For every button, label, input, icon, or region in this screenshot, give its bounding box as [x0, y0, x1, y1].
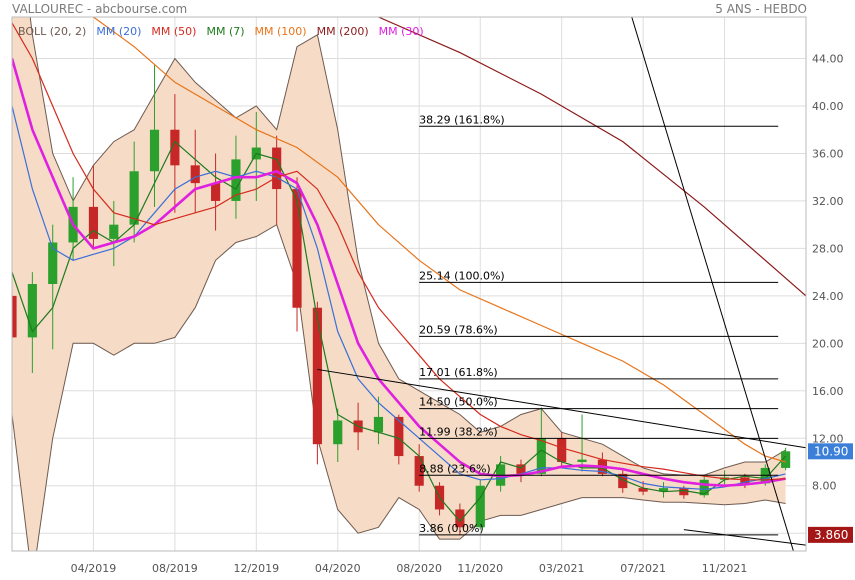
candle-body: [475, 485, 485, 528]
legend-item: BOLL (20, 2): [18, 25, 86, 38]
y-tick-label: 12.00: [812, 432, 844, 445]
x-tick-label: 11/2020: [457, 562, 503, 575]
candle-body: [129, 171, 139, 225]
candle-body: [88, 206, 99, 239]
price-badge-label: 3.860: [814, 528, 848, 542]
candle-body: [455, 509, 465, 528]
candle-body: [109, 224, 119, 239]
legend-item: MM (7): [206, 25, 244, 38]
price-badge: [808, 443, 853, 460]
ma-line: [12, 22, 786, 481]
y-tick-label: 36.00: [812, 147, 844, 160]
instrument-title: VALLOUREC - abcbourse.com: [12, 2, 188, 16]
candle-body: [658, 488, 669, 492]
x-tick-label: 04/2019: [71, 562, 117, 575]
candle-body: [679, 488, 689, 496]
ma-line: [378, 17, 806, 297]
candle-body: [211, 183, 221, 201]
candle-body: [170, 129, 180, 166]
fibonacci-label: 11.99 (38.2%): [419, 425, 498, 438]
candle-body: [577, 459, 587, 462]
legend: BOLL (20, 2) MM (20) MM (50) MM (7) MM (100)…: [18, 25, 424, 38]
candle-body: [27, 284, 37, 338]
bollinger-band: [12, 17, 786, 551]
ma-line: [12, 58, 786, 488]
candle-body: [414, 456, 424, 486]
y-tick-label: 40.00: [812, 100, 844, 113]
y-tick-label: 32.00: [812, 195, 844, 208]
x-tick-label: 08/2020: [396, 562, 442, 575]
fibonacci-label: 14.50 (50.0%): [419, 396, 498, 409]
trendline: [631, 17, 794, 551]
legend-item: MM (50): [151, 25, 196, 38]
candle-body: [312, 307, 322, 445]
x-tick-label: 07/2021: [620, 562, 666, 575]
bollinger-upper: [29, 17, 786, 476]
fibonacci-label: 3.86 (0.0%): [419, 522, 484, 535]
candle-body: [516, 464, 526, 474]
legend-item: MM (30): [379, 25, 424, 38]
candle-body: [12, 295, 17, 338]
candle-body: [618, 473, 628, 489]
candle-body: [149, 129, 160, 172]
x-tick-label: 04/2020: [315, 562, 361, 575]
price-badge-label: 10.90: [814, 444, 848, 458]
ma-line: [12, 105, 786, 490]
candle-body: [333, 420, 343, 445]
candle-body: [292, 189, 302, 308]
fibonacci-label: 8.88 (23.6%): [419, 462, 491, 475]
candle-body: [373, 416, 384, 433]
candle-body: [231, 159, 241, 201]
y-tick-label: 24.00: [812, 290, 844, 303]
candle-body: [536, 438, 546, 474]
y-tick-label: 44.00: [812, 53, 844, 66]
candle-body: [48, 242, 58, 284]
x-tick-label: 11/2021: [702, 562, 748, 575]
y-tick-label: 28.00: [812, 242, 844, 255]
candle-body: [557, 438, 567, 462]
x-tick-label: 08/2019: [152, 562, 198, 575]
candle-body: [638, 488, 648, 492]
candle-body: [699, 479, 709, 496]
x-tick-label: 12/2019: [233, 562, 279, 575]
candle-body: [781, 451, 791, 468]
x-tick-label: 03/2021: [539, 562, 585, 575]
candle-body: [190, 165, 200, 184]
candle-body: [394, 416, 404, 457]
ma-line: [93, 17, 786, 463]
y-tick-label: 8.00: [812, 480, 837, 493]
price-badge: [808, 526, 853, 543]
candle-body: [272, 147, 282, 190]
fibonacci-label: 17.01 (61.8%): [419, 366, 498, 379]
legend-item: MM (200): [317, 25, 369, 38]
legend-item: MM (100): [255, 25, 307, 38]
period-label: 5 ANS - HEBDO: [715, 2, 807, 16]
plot-frame: [11, 16, 807, 552]
bollinger-lower: [12, 223, 786, 551]
trendline: [683, 529, 806, 546]
legend-item: MM (20): [96, 25, 141, 38]
y-tick-label: 16.00: [812, 385, 844, 398]
plot-area: [12, 17, 806, 551]
fibonacci-label: 38.29 (161.8%): [419, 113, 505, 126]
fibonacci-label: 25.14 (100.0%): [419, 269, 505, 282]
y-tick-label: 20.00: [812, 337, 844, 350]
fibonacci-label: 20.59 (78.6%): [419, 323, 498, 336]
ma-line: [12, 140, 787, 523]
